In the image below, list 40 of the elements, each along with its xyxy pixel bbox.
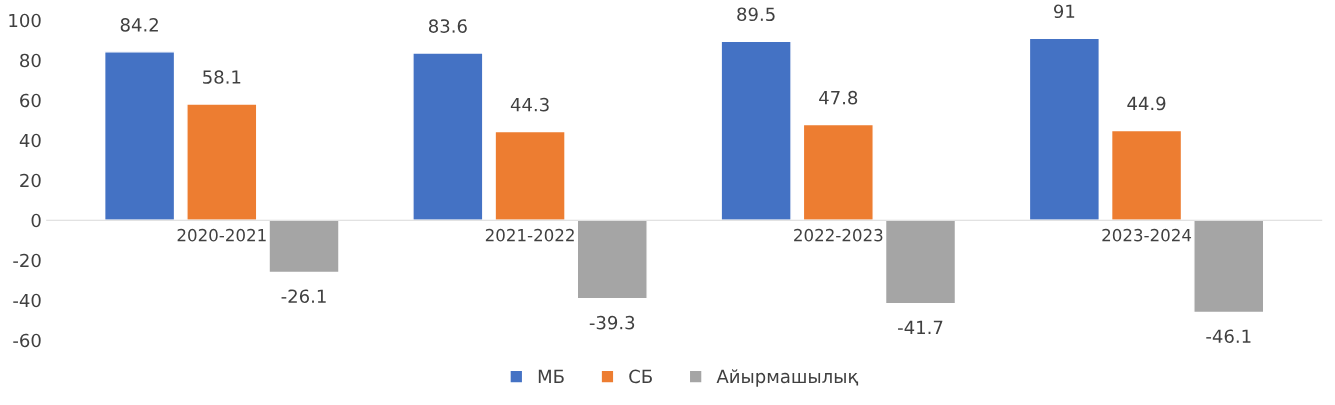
bar — [103, 51, 176, 221]
data-label: -41.7 — [898, 320, 943, 334]
bar — [494, 130, 566, 221]
y-tick-label: 60 — [20, 93, 41, 108]
y-tick-label: 80 — [20, 53, 41, 68]
data-label: -39.3 — [589, 315, 635, 330]
data-label: -46.1 — [1206, 329, 1251, 344]
bar — [802, 123, 874, 221]
y-tick-label: 100 — [9, 13, 41, 28]
data-label: 47.8 — [819, 90, 858, 105]
y-tick-label: -40 — [13, 293, 41, 308]
data-label: 89.5 — [737, 7, 775, 22]
data-label: 83.6 — [428, 19, 467, 33]
bar — [1193, 219, 1265, 314]
bar — [412, 52, 484, 221]
legend-label: Айырмашылық — [716, 369, 859, 387]
y-tick-label: -20 — [13, 253, 41, 268]
bar — [268, 219, 340, 274]
bar — [1028, 37, 1100, 221]
data-label: 58.1 — [203, 70, 241, 84]
legend-label: МБ — [538, 369, 564, 383]
data-label: 91 — [1054, 4, 1075, 19]
y-tick-label: 0 — [31, 213, 41, 228]
data-label: 44.9 — [1127, 96, 1166, 111]
y-tick-label: 20 — [20, 173, 41, 188]
data-label: 44.3 — [510, 97, 549, 112]
x-tick-label: 2021-2022 — [485, 228, 574, 242]
y-tick-label: -60 — [13, 333, 41, 348]
bar — [186, 103, 258, 221]
data-label: -26.1 — [281, 289, 326, 304]
data-label: 84.2 — [120, 18, 158, 32]
bar — [884, 219, 957, 305]
legend-label: СБ — [629, 369, 652, 384]
bar — [576, 219, 648, 300]
x-tick-label: 2020-2021 — [177, 228, 266, 242]
x-tick-label: 2023-2024 — [1102, 228, 1192, 242]
bar — [720, 40, 792, 221]
y-tick-label: 40 — [19, 133, 41, 148]
x-tick-label: 2022-2023 — [794, 228, 883, 242]
bar — [1110, 129, 1183, 221]
